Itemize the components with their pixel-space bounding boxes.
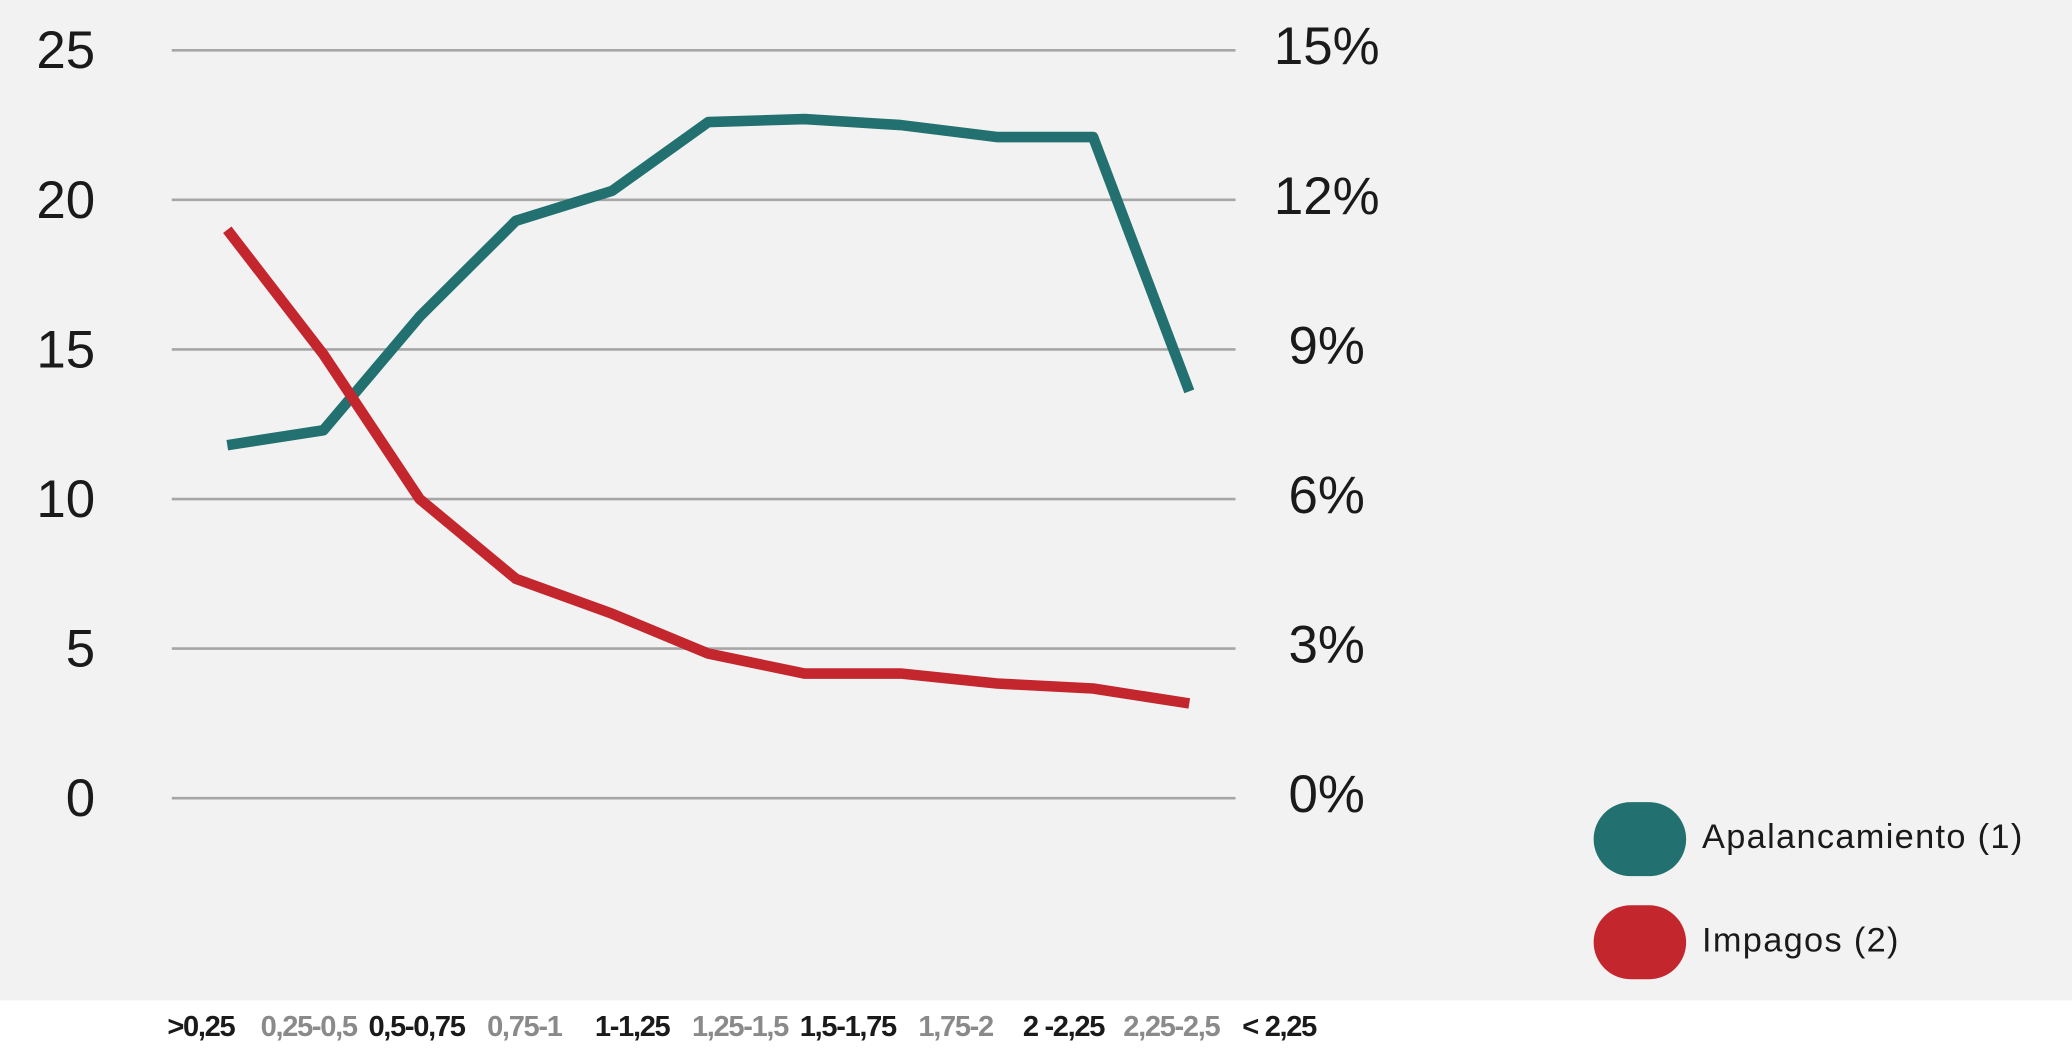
y2-tick-label: 15% [1274, 17, 1380, 76]
y2-tick-label: 0% [1289, 765, 1365, 824]
x-tick-label: 1,25-1,5 [692, 1011, 789, 1043]
x-tick-label: 1-1,25 [595, 1011, 671, 1043]
y2-tick-label: 6% [1289, 466, 1365, 525]
legend-swatch [1593, 802, 1687, 877]
y2-tick-label: 12% [1274, 167, 1380, 226]
legend-label: Apalancamiento (1) [1702, 818, 2024, 856]
series-line [223, 226, 1191, 709]
y-tick-label: 15 [36, 320, 95, 379]
y-tick-label: 20 [36, 171, 95, 230]
x-tick-label: < 2,25 [1242, 1011, 1317, 1043]
legend-swatch [1593, 905, 1687, 980]
y2-tick-label: 3% [1289, 616, 1365, 675]
x-tick-label: >0,25 [167, 1011, 235, 1043]
y-tick-label: 5 [66, 620, 95, 679]
x-tick-label: 0,5-0,75 [368, 1011, 465, 1043]
y-tick-label: 0 [66, 769, 95, 828]
x-tick-label: 0,75-1 [487, 1011, 563, 1043]
y-tick-label: 10 [36, 470, 95, 529]
y2-tick-label: 9% [1289, 316, 1365, 375]
x-tick-label: 0,25-0,5 [261, 1011, 358, 1043]
x-tick-label: 1,5-1,75 [800, 1011, 897, 1043]
legend-label: Impagos (2) [1702, 921, 1900, 959]
x-tick-label: 2,25-2,5 [1123, 1011, 1220, 1043]
x-tick-label: 2 -2,25 [1023, 1011, 1105, 1043]
y-tick-label: 25 [36, 21, 95, 80]
series-line [226, 113, 1195, 451]
x-tick-label: 1,75-2 [918, 1011, 993, 1043]
